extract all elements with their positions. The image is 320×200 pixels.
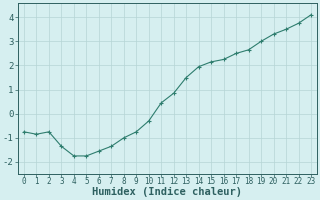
X-axis label: Humidex (Indice chaleur): Humidex (Indice chaleur) <box>92 187 243 197</box>
